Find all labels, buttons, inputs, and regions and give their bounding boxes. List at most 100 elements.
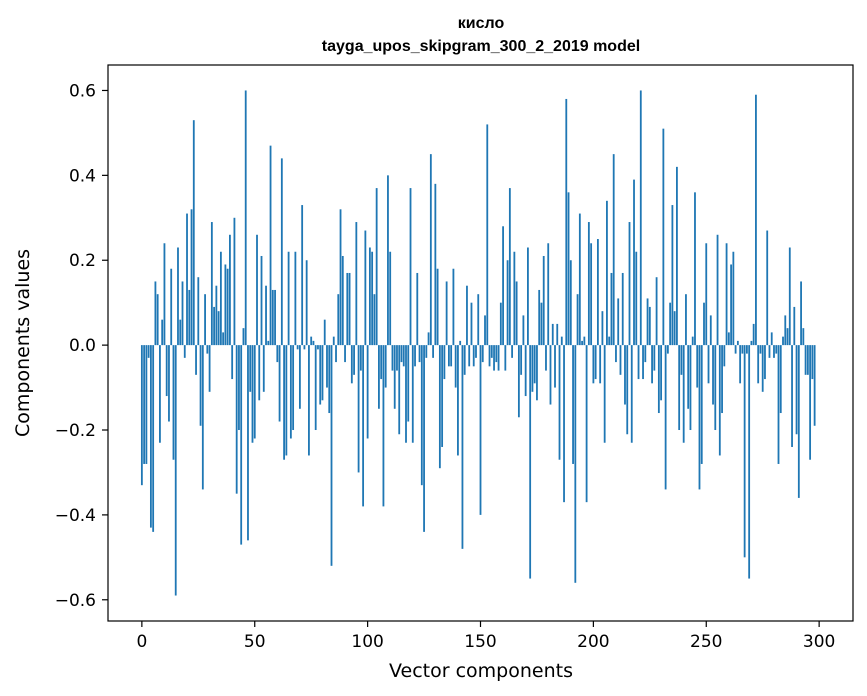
bar (206, 345, 209, 354)
bar (779, 345, 782, 414)
bar (375, 188, 378, 346)
bar (637, 345, 640, 380)
bar (143, 345, 146, 464)
chart-title-group: кисло tayga_upos_skipgram_300_2_2019 mod… (322, 15, 640, 55)
bar (409, 188, 412, 346)
bar (603, 345, 606, 443)
bar (294, 251, 297, 346)
bar (644, 345, 647, 363)
bar (382, 345, 385, 507)
bar (581, 340, 583, 346)
bar (752, 323, 755, 346)
bar (628, 222, 631, 346)
bar (147, 345, 150, 358)
bar (265, 285, 267, 346)
bar (745, 345, 748, 354)
bar (269, 145, 272, 346)
bar (777, 345, 780, 464)
bar (673, 311, 676, 346)
bar (213, 306, 216, 346)
bar (317, 345, 319, 350)
bar (362, 345, 365, 507)
bar (197, 277, 200, 346)
bar (666, 345, 669, 354)
bar (287, 251, 290, 346)
bar (545, 345, 547, 371)
bar (791, 345, 793, 447)
bar (709, 315, 712, 346)
bar (459, 340, 462, 346)
bar (506, 260, 509, 346)
bar (393, 345, 396, 409)
bar (700, 345, 703, 464)
bar (339, 209, 342, 346)
bar (694, 192, 696, 346)
bar (635, 251, 638, 346)
bar (337, 294, 340, 346)
bar (271, 289, 274, 346)
bar (396, 345, 398, 371)
bar (262, 345, 265, 392)
bar (235, 345, 238, 494)
bar (782, 336, 784, 346)
bar (522, 315, 525, 346)
bar (332, 336, 335, 346)
bar (800, 281, 802, 346)
x-axis-ticks: 0 50 100 150 200 250 300 (136, 621, 835, 652)
bar (204, 294, 206, 346)
bar (260, 255, 263, 346)
bar (578, 213, 581, 346)
bar (368, 247, 371, 346)
bar (502, 226, 504, 346)
plot-area-frame (107, 64, 854, 622)
bar (247, 345, 249, 541)
bar (226, 268, 229, 346)
y-tick-label: 0.4 (69, 166, 96, 186)
bar (556, 323, 559, 346)
bar (687, 345, 690, 409)
bar (418, 345, 421, 363)
bar (741, 345, 744, 354)
bar (366, 345, 369, 439)
bar (461, 345, 464, 549)
bar (468, 345, 471, 367)
bar (416, 272, 419, 346)
bar (639, 90, 642, 346)
bar (233, 217, 236, 346)
bar (330, 345, 333, 566)
bar (739, 345, 742, 384)
bar (669, 302, 672, 346)
bar (651, 345, 653, 384)
bar (407, 345, 410, 422)
bar (301, 205, 304, 346)
bar (348, 272, 351, 346)
y-axis-ticks: 0.6 0.4 0.2 0.0 −0.2 −0.4 −0.6 (55, 81, 108, 611)
bar (292, 345, 295, 431)
bar (328, 345, 331, 414)
bar (314, 345, 317, 431)
bar (759, 345, 762, 354)
bar (703, 302, 705, 346)
bar (152, 345, 155, 532)
bar (527, 247, 529, 346)
bar (156, 294, 159, 346)
bar (587, 222, 590, 346)
bar (594, 345, 597, 380)
bar (190, 209, 193, 346)
bar (488, 345, 491, 367)
bar (685, 294, 687, 346)
bar (804, 345, 807, 375)
bar (806, 345, 809, 375)
bar (177, 247, 179, 346)
bar (326, 345, 328, 388)
bar (438, 345, 441, 469)
bar (648, 306, 651, 346)
bar (447, 345, 450, 367)
bar (219, 251, 222, 346)
bar (353, 345, 355, 375)
bar (676, 166, 678, 346)
bar (414, 345, 416, 367)
bar (402, 345, 405, 367)
bar (565, 98, 568, 346)
bar (766, 230, 769, 346)
